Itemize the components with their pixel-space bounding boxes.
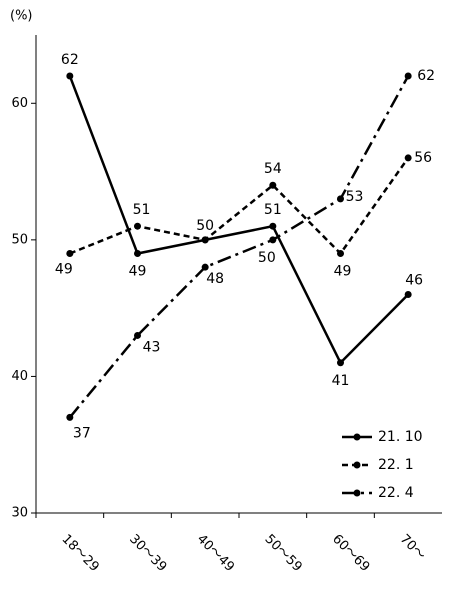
data-label: 50: [258, 250, 276, 266]
x-tick-label: 50～59: [262, 532, 305, 575]
series-line: [68, 75, 410, 365]
y-unit: (%): [10, 9, 33, 24]
point: [134, 250, 141, 258]
point: [201, 263, 209, 271]
data-label: 50: [196, 218, 214, 234]
point: [66, 72, 74, 80]
data-label: 49: [334, 264, 352, 280]
x-tick-label: 70～: [397, 532, 428, 563]
x-tick-label: 60～69: [329, 532, 372, 575]
y-tick-label: 40: [11, 369, 28, 384]
point: [337, 359, 344, 367]
data-label: 43: [143, 339, 161, 355]
data-label: 54: [264, 161, 282, 177]
point: [404, 290, 412, 298]
point: [66, 413, 74, 421]
legend-label: 22. 4: [378, 485, 414, 501]
data-label: 49: [129, 264, 147, 280]
legend-label: 21. 10: [378, 429, 423, 445]
x-tick-label: 30～39: [126, 532, 169, 575]
legend-label: 22. 1: [378, 457, 414, 473]
data-label: 46: [405, 272, 423, 288]
point: [134, 222, 141, 230]
data-label: 51: [264, 202, 282, 218]
y-tick-label: 30: [11, 506, 28, 521]
point: [404, 154, 412, 162]
point: [337, 250, 344, 258]
y-tick-label: 60: [11, 96, 28, 111]
point: [269, 222, 277, 230]
point: [269, 181, 277, 189]
point: [337, 195, 344, 203]
data-label: 48: [206, 271, 224, 287]
data-label: 51: [133, 202, 151, 218]
point: [269, 236, 277, 244]
data-label: 41: [332, 373, 350, 389]
series-line: [68, 75, 410, 419]
y-tick-label: 50: [11, 232, 28, 247]
point: [404, 72, 412, 80]
x-tick-label: 40～49: [194, 532, 237, 575]
data-label: 56: [414, 150, 432, 166]
data-label: 62: [417, 68, 435, 84]
legend-marker: [353, 461, 361, 469]
legend-marker: [353, 433, 361, 441]
data-label: 53: [346, 189, 364, 205]
x-tick-label: 18～29: [59, 532, 102, 575]
series-line: [69, 157, 410, 256]
point: [201, 236, 209, 244]
data-label: 49: [55, 262, 73, 278]
legend-marker: [353, 489, 361, 497]
data-label: 37: [73, 425, 91, 441]
data-label: 62: [61, 52, 79, 68]
point: [134, 331, 141, 339]
point: [66, 250, 74, 258]
